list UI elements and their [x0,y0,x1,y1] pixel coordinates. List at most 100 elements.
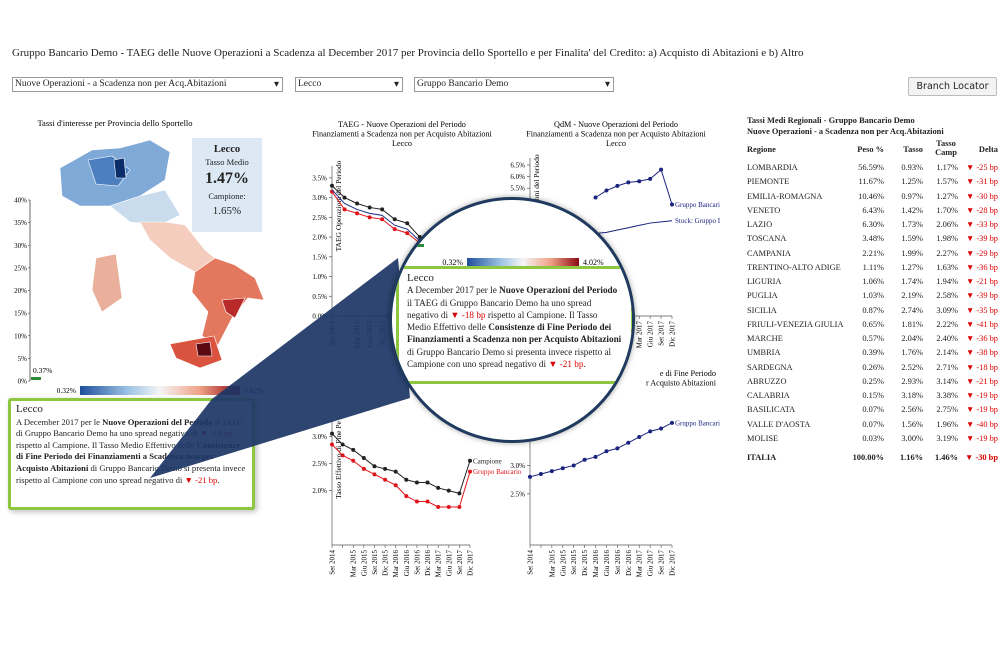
table-cell: 2.19% [901,291,923,301]
table-cell: EMILIA-ROMAGNA [747,191,823,201]
y-axis-label: Tasso Effettivo di Fine Pe [334,421,343,499]
series-point [549,469,554,474]
series-line [331,185,421,238]
table-subtitle: Nuove Operazioni - a Scadenza non per Ac… [747,127,944,136]
table-cell: 1.81% [901,319,923,329]
series-point [637,435,642,440]
tooltip-segment: A December 2017 per le [407,285,500,296]
table-cell: ▼ -29 bp [965,248,998,258]
series-label: Stock: Gruppo I [675,217,721,225]
table-cell: 3.19% [936,433,958,443]
table-cell: 2.14% [936,348,958,358]
series-point [372,464,377,469]
table-cell: 1.27% [901,262,923,272]
y-tick-label: 3.0% [312,433,327,441]
series-point [405,231,410,236]
series-point [361,466,366,471]
group-select[interactable]: Gruppo Bancario Demo [414,77,614,92]
series-point [342,207,347,212]
series-point [593,454,598,459]
total-cell: ▼ -30 bp [965,453,998,462]
branch-locator-button[interactable]: Branch Locator [908,77,997,96]
table-cell: 2.04% [901,334,923,344]
histogram-marker-label: 0.37% [33,366,52,375]
info-value: 1.47% [205,170,249,187]
tooltip-segment: rispetto al Campione. Il Tasso Medio Eff… [407,309,598,333]
series-point [355,201,360,206]
table-cell: FRIULI-VENEZIA GIULIA [747,319,844,329]
histogram-tick-label: 15% [14,310,27,318]
table-cell: 0.39% [862,348,884,358]
histogram-tick-label: 0% [18,378,28,386]
series-point [361,456,366,461]
table-cell: 6.43% [862,205,884,215]
table-cell: 2.21% [862,248,884,258]
page-title: Gruppo Bancario Demo - TAEG delle Nuove … [12,47,804,59]
tooltip-segment: A December 2017 per le [16,416,103,427]
column-header: Tasso [903,145,923,154]
table-cell: ▼ -35 bp [965,305,998,315]
series-point [404,477,409,482]
table-cell: 1.11% [862,262,884,272]
series-point [425,480,430,485]
chart-title: e di Fine Periodo [660,369,716,378]
zoom-connector [150,258,410,478]
series-point [538,471,543,476]
table-cell: 1.57% [936,177,958,187]
series-point [468,458,472,463]
table-cell: 2.22% [936,319,958,329]
series-point [393,483,398,488]
table-cell: MARCHE [747,334,783,344]
color-scale [80,386,240,395]
y-tick-label: 3.0% [312,194,327,202]
x-tick-label: Giu 2016 [403,550,411,577]
table-cell: 2.75% [936,405,958,415]
table-cell: 2.71% [936,362,958,372]
series-point [637,179,642,184]
table-cell: 1.96% [936,419,958,429]
column-header: Regione [747,145,776,154]
table-cell: VALLE D'AOSTA [747,419,811,429]
series-point [670,420,674,425]
zoom-color-scale [467,258,579,266]
tooltip-segment: ▼ -21 bp [184,474,218,485]
series-point [615,183,620,188]
series-label: Gruppo Bancari [675,419,720,427]
table-cell: CALABRIA [747,391,790,401]
table-cell: 1.59% [901,234,923,244]
x-tick-label: Dic 2016 [625,550,633,576]
histogram-tick-label: 5% [18,355,28,363]
series-point [342,195,347,200]
x-tick-label: Giu 2017 [647,550,655,577]
table-cell: PIEMONTE [747,177,790,187]
table-cell: 2.93% [901,376,923,386]
x-tick-label: Giu 2017 [647,321,655,348]
table-cell: TRENTINO-ALTO ADIGE [747,262,841,272]
tooltip-segment: . [217,474,220,485]
table-cell: 3.48% [862,234,884,244]
table-cell: 2.27% [936,248,958,258]
table-cell: 3.14% [936,376,958,386]
province-select[interactable]: Lecco [295,77,403,92]
tooltip-segment: . [583,359,586,370]
x-tick-label: Set 2014 [329,550,337,575]
series-point [446,488,451,493]
table-cell: LAZIO [747,220,773,230]
y-tick-label: 5.5% [510,185,525,193]
table-cell: 1.76% [901,348,923,358]
total-cell: 1.16% [899,453,923,462]
chart-title: Lecco [606,139,626,148]
y-tick-label: 2.0% [312,234,327,242]
table-cell: LIGURIA [747,277,782,287]
series-point [615,446,620,451]
histogram-tick-label: 35% [14,219,27,227]
table-cell: ▼ -36 bp [965,262,998,272]
series-point [560,466,565,471]
table-cell: 3.38% [936,391,958,401]
series-point [330,442,334,447]
histogram-tick-label: 25% [14,264,27,272]
y-tick-label: 3.5% [312,174,327,182]
series-line [331,191,421,244]
operation-select[interactable]: Nuove Operazioni - a Scadenza non per Ac… [12,77,283,92]
x-tick-label: Mar 2016 [592,550,600,578]
